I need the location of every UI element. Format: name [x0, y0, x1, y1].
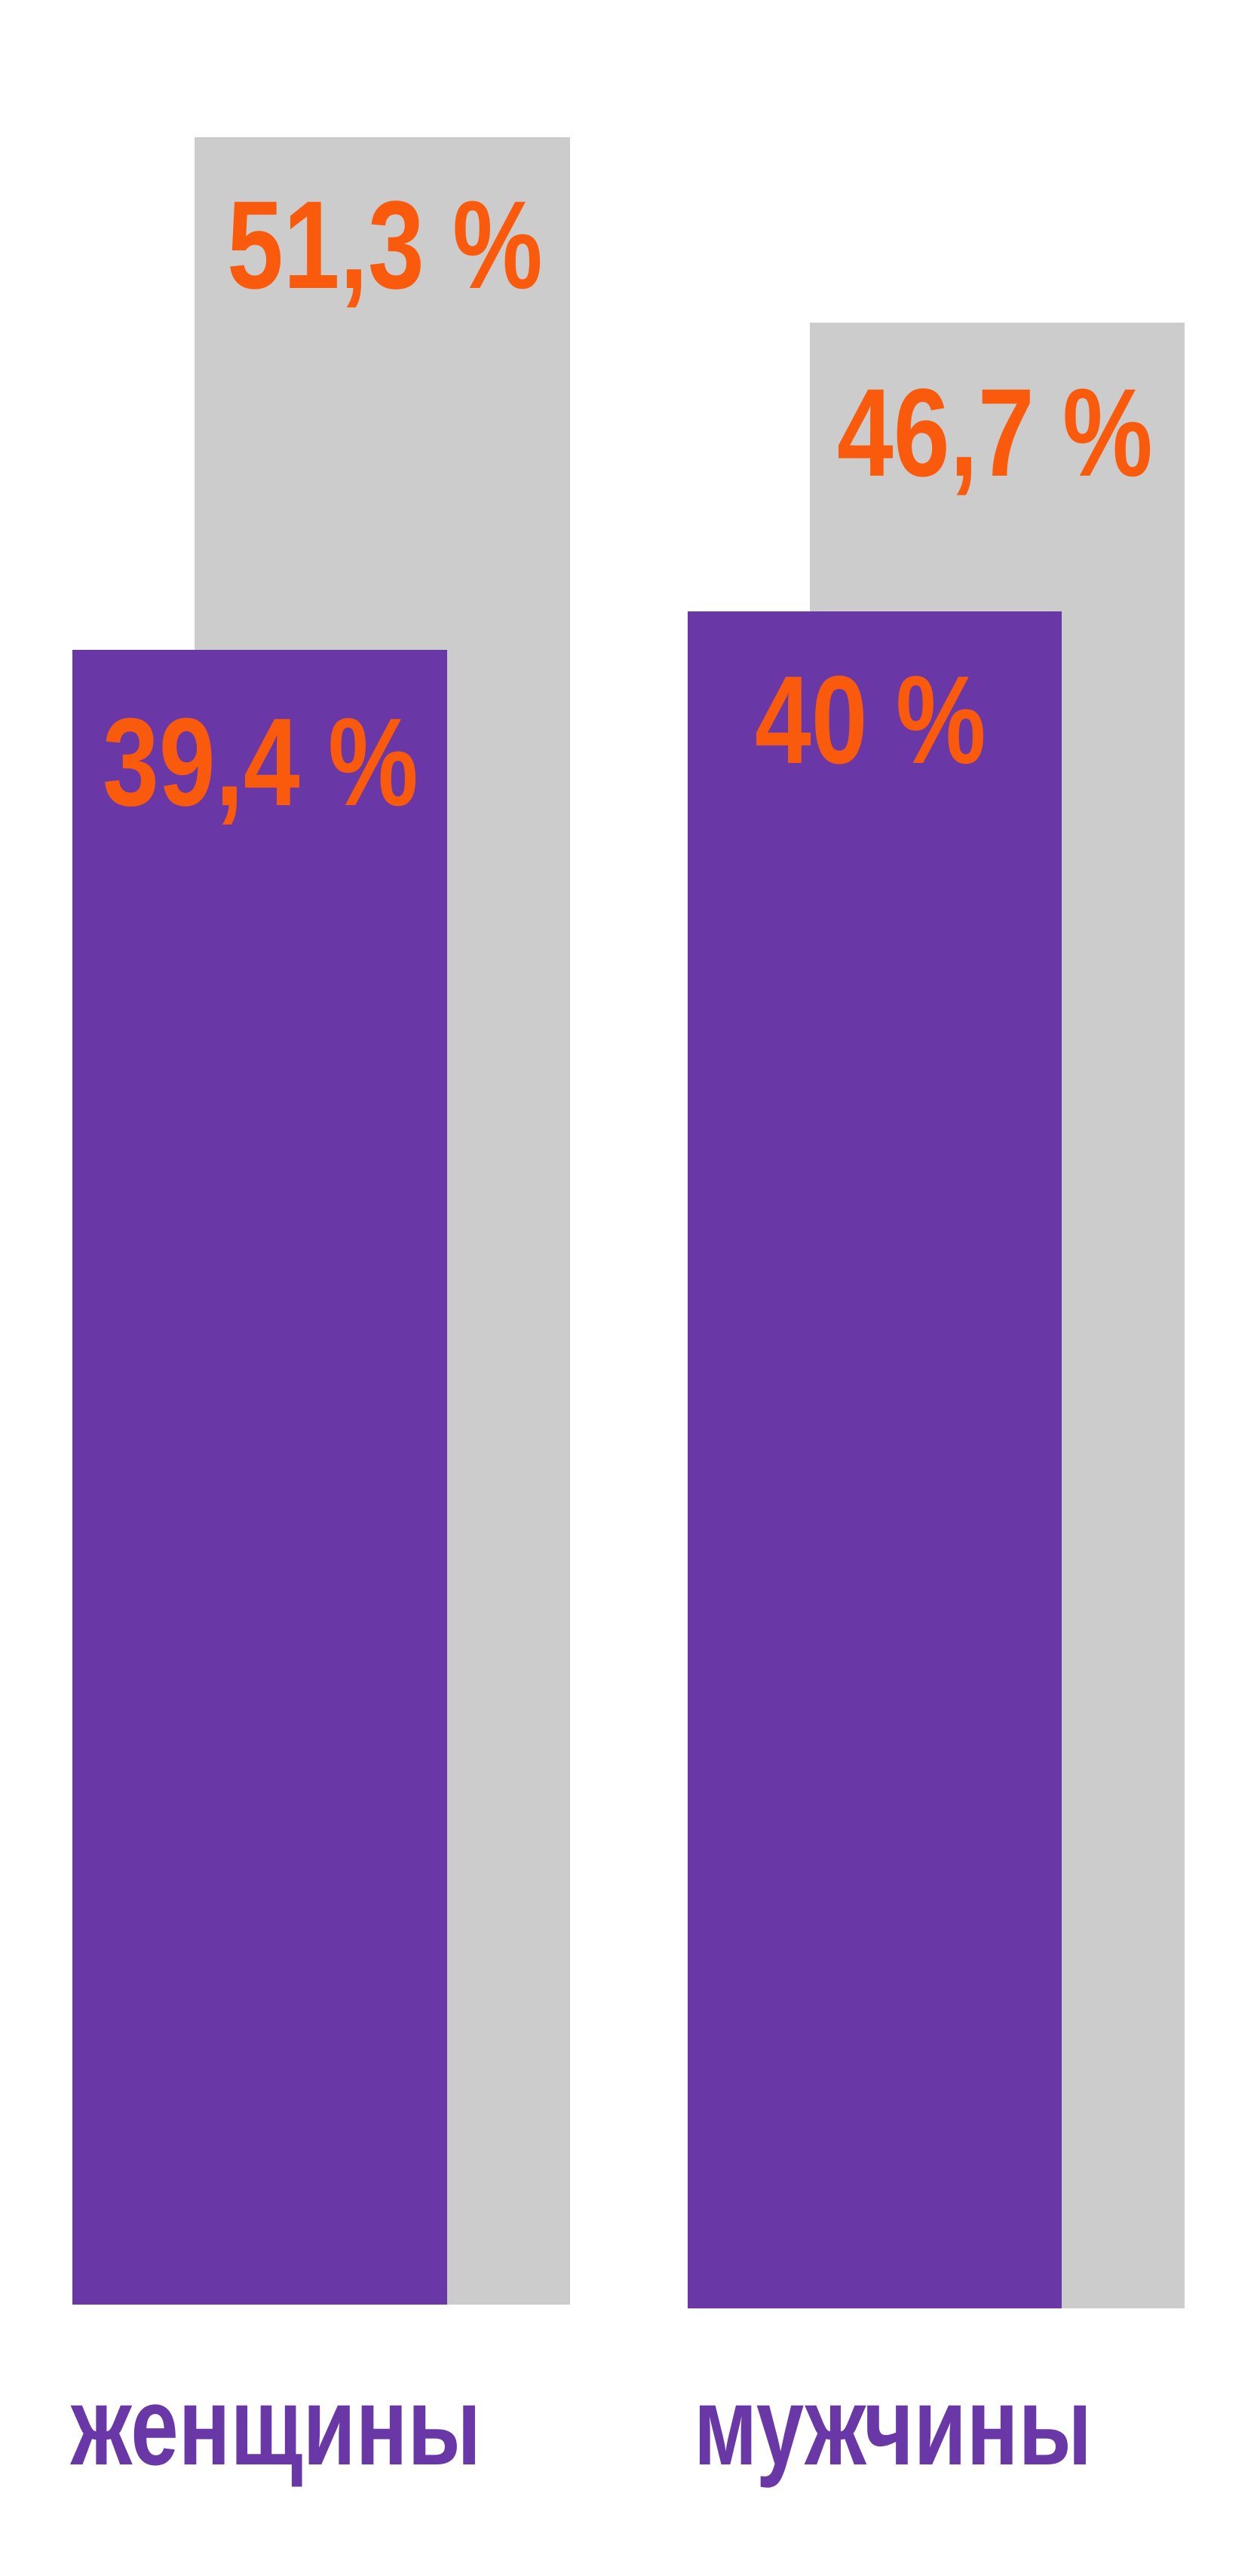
- value-label-women-foreground: 39,4 %: [103, 693, 418, 832]
- bar-men-foreground: [688, 611, 1062, 2308]
- category-label-women: женщины: [71, 2364, 481, 2489]
- value-label-men-background: 46,7 %: [837, 363, 1153, 503]
- bar-women-foreground: [72, 650, 447, 2305]
- value-label-men-foreground: 40 %: [755, 651, 986, 790]
- value-label-women-background: 51,3 %: [227, 176, 543, 315]
- category-label-men: мужчины: [694, 2364, 1092, 2489]
